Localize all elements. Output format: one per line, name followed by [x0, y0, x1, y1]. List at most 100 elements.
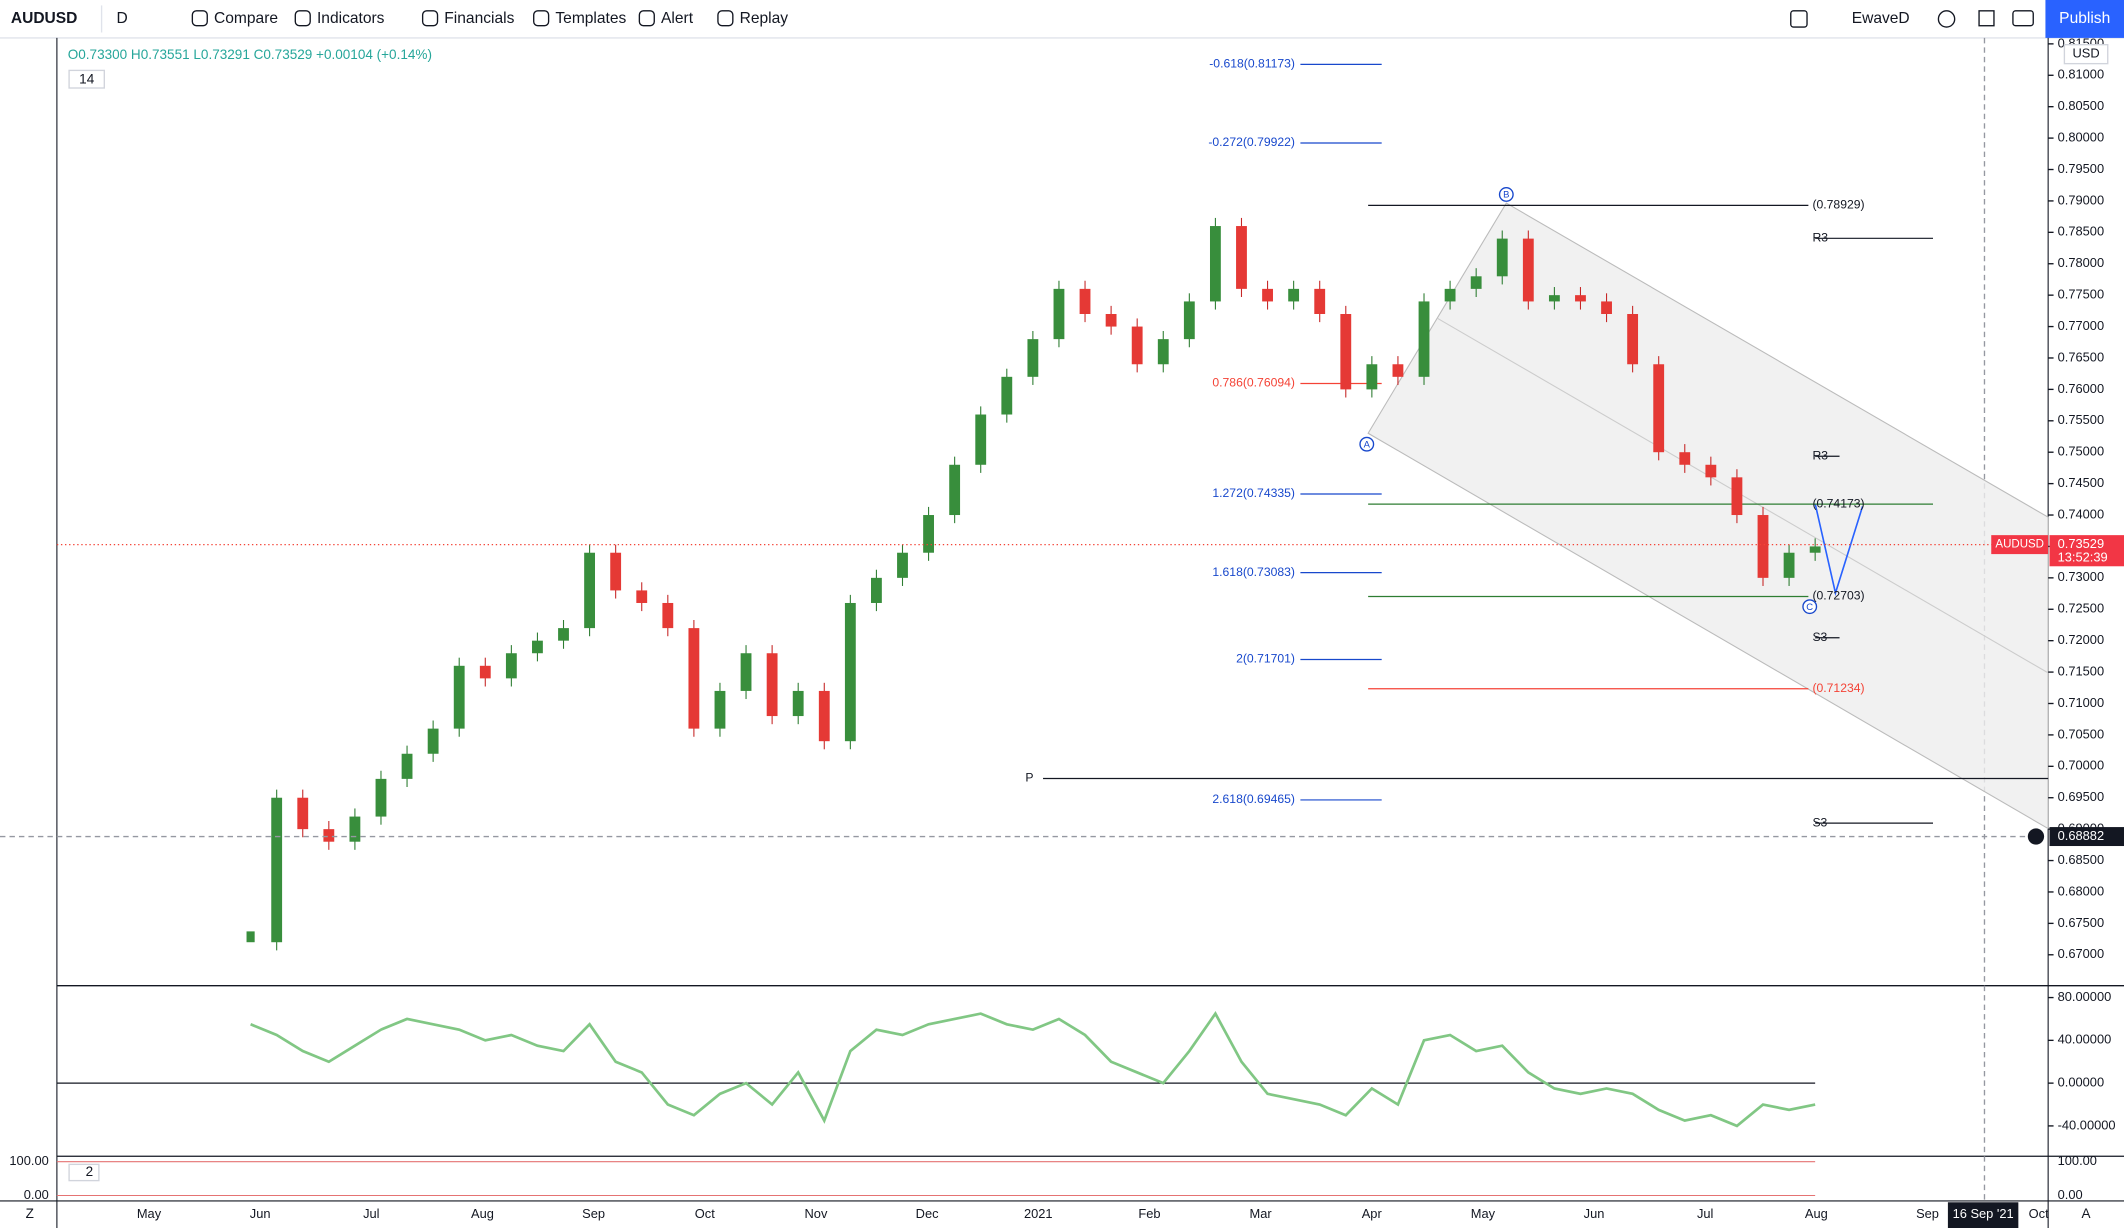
- price-bar: [714, 690, 726, 729]
- price-bar: [1705, 464, 1717, 478]
- fib-label: -0.272(0.79922): [1208, 135, 1295, 149]
- toolbar-icon: [294, 10, 311, 27]
- price-bar: [453, 665, 465, 729]
- price-bar: [375, 778, 387, 817]
- price-tick-label: 0.77500: [2058, 287, 2104, 302]
- price-tick-label: 0.79000: [2058, 192, 2104, 207]
- fib-label: 1.618(0.73083): [1212, 565, 1295, 579]
- price-bar: [1157, 339, 1169, 365]
- last-symbol: AUDUSD: [1995, 539, 2044, 551]
- currency-badge[interactable]: [2063, 44, 2109, 65]
- price-tick-label: 0.71500: [2058, 663, 2104, 678]
- oscillator-line: [250, 1011, 1816, 1128]
- level-label: (0.71234): [1812, 681, 1864, 695]
- layout-name[interactable]: EwaveD: [1852, 10, 1910, 27]
- crosshair-plus: [2027, 828, 2045, 845]
- toolbar-item[interactable]: Replay: [740, 10, 789, 27]
- level-label: (0.72703): [1812, 589, 1864, 603]
- layout-icon[interactable]: [1790, 10, 1808, 28]
- price-bar: [1340, 313, 1352, 390]
- publish-label[interactable]: Publish: [2059, 10, 2110, 27]
- price-bar: [1053, 288, 1065, 340]
- time-label: 2021: [1024, 1206, 1053, 1221]
- toolbar-icon: [191, 10, 208, 27]
- osc-tick-label: 0.00000: [2058, 1075, 2104, 1090]
- price-tick-label: 0.74500: [2058, 475, 2104, 490]
- price-bar: [1679, 452, 1691, 465]
- time-label: May: [1471, 1206, 1496, 1221]
- price-bar: [897, 552, 908, 578]
- osc-tick-label: -40.00000: [2058, 1117, 2116, 1132]
- price-bar: [818, 690, 830, 742]
- channel-midline: [1436, 317, 2049, 674]
- fib-label: 1.272(0.74335): [1212, 486, 1295, 500]
- zoom-label[interactable]: Z: [26, 1206, 34, 1221]
- wave-marker: [1802, 599, 1818, 615]
- price-bar: [246, 931, 255, 943]
- price-tick-label: 0.73000: [2058, 569, 2104, 584]
- fib-label: 0.786(0.76094): [1212, 376, 1295, 390]
- price-bar: [401, 753, 413, 779]
- price-bar: [1079, 288, 1091, 314]
- level-label: R3: [1812, 449, 1828, 463]
- time-label: Jun: [250, 1206, 271, 1221]
- projection-arrow: [1814, 503, 1864, 597]
- price-tick-label: 0.76000: [2058, 381, 2104, 396]
- toolbar-item[interactable]: Compare: [214, 10, 278, 27]
- price-bar: [1183, 301, 1195, 340]
- wave-label: C: [1806, 602, 1813, 613]
- price-bar: [1392, 364, 1404, 377]
- time-label: Jul: [1697, 1206, 1713, 1221]
- fib-label: 2.618(0.69465): [1212, 792, 1295, 806]
- settings-icon[interactable]: [1937, 10, 1956, 28]
- wave-label: A: [1364, 439, 1371, 450]
- level-label: P: [1025, 771, 1033, 785]
- price-bar: [1653, 364, 1665, 453]
- wave-marker: [1498, 187, 1514, 202]
- toolbar-icon: [421, 10, 439, 27]
- indicator-value[interactable]: 14: [79, 71, 95, 86]
- screenshot-icon[interactable]: [2012, 10, 2034, 27]
- crosshair-price: 0.68882: [2058, 828, 2104, 843]
- auto-label[interactable]: A: [2082, 1206, 2091, 1221]
- symbol[interactable]: AUDUSD: [11, 10, 78, 27]
- price-bar: [1731, 477, 1743, 516]
- fullscreen-icon[interactable]: [1978, 10, 1995, 27]
- price-bar: [1027, 339, 1039, 377]
- time-label: Aug: [471, 1206, 494, 1221]
- currency[interactable]: USD: [2072, 46, 2099, 61]
- price-bar: [505, 653, 517, 679]
- toolbar-item[interactable]: Alert: [661, 10, 694, 27]
- wave-label: B: [1503, 190, 1509, 201]
- price-bar: [1783, 552, 1795, 578]
- price-tick-label: 0.71000: [2058, 695, 2104, 710]
- price-bar: [662, 602, 674, 629]
- price-bar: [1496, 238, 1508, 277]
- indicator-badge[interactable]: [68, 69, 105, 89]
- price-bar: [1809, 546, 1821, 553]
- last-price-box: [1991, 535, 2049, 555]
- toolbar-item[interactable]: Templates: [555, 10, 626, 27]
- price-tick-label: 0.67500: [2058, 915, 2104, 930]
- price-bar: [1236, 226, 1247, 289]
- level-label: (0.78929): [1812, 198, 1864, 212]
- price-bar: [1314, 288, 1326, 314]
- price-bar: [792, 690, 804, 717]
- toolbar-item[interactable]: Indicators: [317, 10, 385, 27]
- interval[interactable]: D: [116, 10, 127, 27]
- price-bar: [1366, 364, 1378, 390]
- publish-button[interactable]: [2045, 0, 2124, 38]
- toolbar-icon: [533, 10, 550, 27]
- price-bar: [949, 464, 961, 516]
- price-bar: [871, 577, 882, 603]
- osc2-tick-left: 0.00: [24, 1187, 49, 1202]
- price-bar: [297, 797, 309, 830]
- time-label: Jun: [1584, 1206, 1605, 1221]
- time-label: Mar: [1250, 1206, 1273, 1221]
- level-label: S3: [1812, 815, 1827, 829]
- wave-marker: [1359, 436, 1375, 452]
- price-tick-label: 0.72000: [2058, 632, 2104, 647]
- price-bar: [766, 653, 778, 717]
- price-bar: [1522, 238, 1534, 302]
- toolbar-item[interactable]: Financials: [444, 10, 514, 27]
